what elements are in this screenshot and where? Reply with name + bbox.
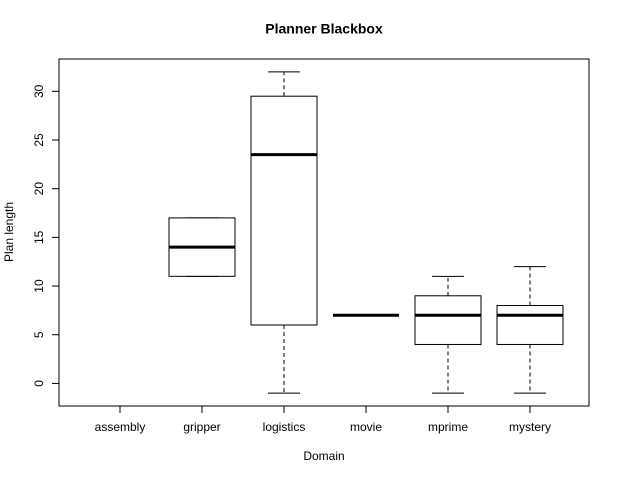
y-tick-label: 5 bbox=[32, 331, 46, 338]
box bbox=[414, 295, 482, 345]
y-tick-label: 0 bbox=[32, 380, 46, 387]
box bbox=[250, 95, 318, 326]
y-tick-label: 30 bbox=[32, 84, 46, 98]
x-tick-label: assembly bbox=[95, 420, 146, 434]
y-tick-label: 10 bbox=[32, 279, 46, 293]
x-axis-label: Domain bbox=[303, 449, 344, 463]
x-tick-label: logistics bbox=[263, 420, 306, 434]
x-tick-label: mystery bbox=[509, 420, 551, 434]
x-tick-label: mprime bbox=[428, 420, 468, 434]
y-tick-label: 25 bbox=[32, 133, 46, 147]
y-axis-label: Plan length bbox=[2, 202, 16, 262]
x-tick-label: gripper bbox=[183, 420, 220, 434]
x-tick-label: movie bbox=[350, 420, 382, 434]
chart-title: Planner Blackbox bbox=[265, 21, 383, 37]
y-tick-label: 15 bbox=[32, 230, 46, 244]
plot-frame bbox=[58, 58, 590, 407]
box bbox=[496, 305, 564, 345]
y-tick-label: 20 bbox=[32, 182, 46, 196]
